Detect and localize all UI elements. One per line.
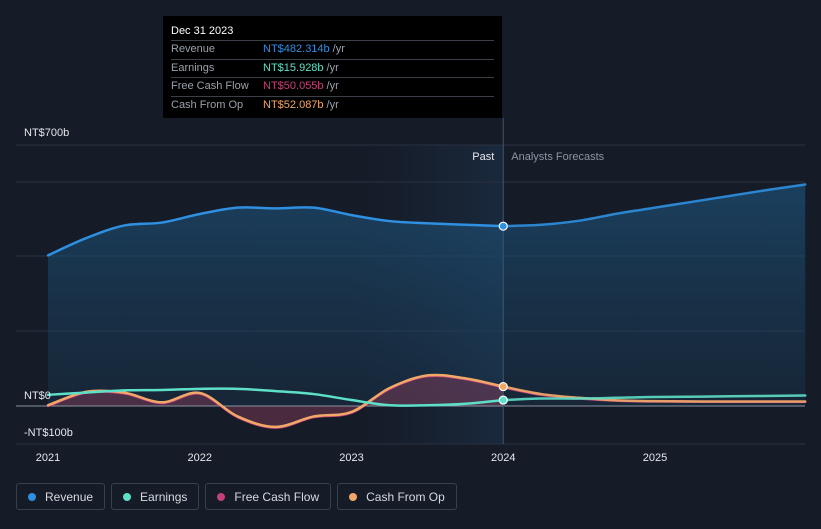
tooltip-unit: /yr	[326, 61, 339, 74]
earnings-line-forecast	[502, 394, 807, 402]
x-tick-label: 2025	[643, 452, 667, 464]
tooltip-label: Earnings	[171, 61, 215, 74]
past-label: Past	[472, 151, 494, 163]
tooltip-unit: /yr	[326, 80, 339, 92]
cash-from-op-dot-icon	[349, 492, 358, 501]
cash-from-op-line-past	[46, 373, 505, 429]
revenue-dot-icon	[28, 492, 36, 501]
earnings-line-past	[46, 387, 505, 407]
tooltip-value: NT$482.314b	[263, 43, 330, 55]
tooltip-label: Revenue	[171, 43, 216, 55]
revenue-line-past	[46, 206, 505, 257]
tooltip-row-free-cash-flow: Free Cash Flow NT$50.055b /yr	[171, 77, 494, 96]
tooltip-unit: /yr	[332, 43, 345, 55]
tooltip-label: Cash From Op	[171, 98, 244, 111]
legend-label: Revenue	[45, 489, 94, 504]
tooltip-value: NT$15.928b	[263, 61, 324, 74]
tooltip-value: NT$50.055b	[263, 80, 324, 92]
legend-label: Earnings	[140, 489, 188, 504]
legend-item-revenue[interactable]: Revenue	[16, 483, 106, 510]
forecast-label: Analysts Forecasts	[511, 151, 604, 163]
cash-from-op-marker	[498, 381, 508, 392]
y-label-zero: NT$0	[24, 390, 51, 402]
legend-label: Cash From Op	[366, 489, 445, 504]
revenue-line-forecast	[502, 183, 807, 228]
tooltip-label: Free Cash Flow	[171, 80, 249, 92]
revenue-marker	[498, 221, 508, 231]
free-cash-flow-dot-icon	[217, 492, 226, 501]
x-tick-label: 2023	[339, 452, 363, 464]
tooltip-row-earnings: Earnings NT$15.928b /yr	[171, 58, 494, 78]
cash-from-op-line-forecast	[502, 385, 807, 403]
legend-item-earnings[interactable]: Earnings	[111, 483, 200, 510]
legend-label: Free Cash Flow	[234, 489, 320, 504]
y-label-top: NT$700b	[24, 127, 69, 139]
earnings-dot-icon	[123, 492, 132, 501]
tooltip-unit: /yr	[326, 98, 339, 111]
y-label-bottom: -NT$100b	[24, 427, 73, 439]
x-tick-label: 2024	[491, 452, 515, 464]
legend-item-free-cash-flow[interactable]: Free Cash Flow	[205, 483, 332, 510]
tooltip: Dec 31 2023 Revenue NT$482.314b /yr Earn…	[163, 16, 502, 118]
tooltip-row-cash-from-op: Cash From Op NT$52.087b /yr	[171, 95, 494, 115]
legend-item-cash-from-op[interactable]: Cash From Op	[337, 483, 457, 510]
earnings-marker	[498, 395, 508, 405]
legend: Revenue Earnings Free Cash Flow Cash Fro…	[16, 483, 457, 512]
tooltip-value: NT$52.087b	[263, 98, 324, 111]
revenue-area	[48, 184, 806, 406]
x-tick-label: 2021	[36, 452, 60, 464]
cash-flow-area	[48, 374, 504, 427]
tooltip-title: Dec 31 2023	[171, 25, 234, 37]
x-tick-label: 2022	[188, 452, 212, 464]
tooltip-row-revenue: Revenue NT$482.314b /yr	[171, 40, 494, 59]
